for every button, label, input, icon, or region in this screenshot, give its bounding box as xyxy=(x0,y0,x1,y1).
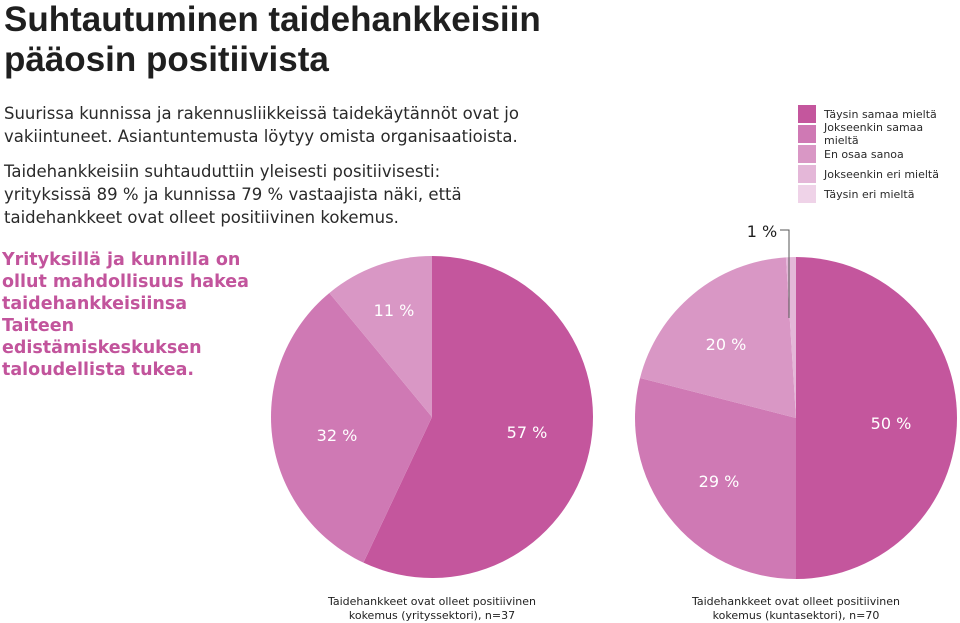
pie-slice xyxy=(270,292,432,563)
pie-slice xyxy=(640,257,796,418)
chart-caption-business: Taidehankkeet ovat olleet positiivinen k… xyxy=(312,595,552,623)
page-title: Suhtautuminen taidehankkeisiin pääosin p… xyxy=(4,0,644,80)
chart-legend: Täysin samaa mieltä Jokseenkin samaa mie… xyxy=(798,104,960,204)
slice-value-label: 1 % xyxy=(747,222,777,241)
intro-paragraph-1: Suurissa kunnissa ja rakennusliikkeissä … xyxy=(4,104,519,146)
slice-value-label: 50 % xyxy=(871,414,912,433)
slice-value-label: 20 % xyxy=(706,335,747,354)
caption-line: kokemus (kuntasektori), n=70 xyxy=(712,609,880,622)
intro-paragraph-2: Taidehankkeisiin suhtauduttiin yleisesti… xyxy=(4,162,462,227)
slice-value-label: 57 % xyxy=(507,423,548,442)
legend-item: Jokseenkin samaa mieltä xyxy=(798,121,960,147)
legend-item: Täysin eri mieltä xyxy=(798,184,960,204)
highlight-text: Yrityksillä ja kunnilla on ollut mahdoll… xyxy=(2,250,249,380)
legend-label: Täysin samaa mieltä xyxy=(824,107,937,121)
pie-slice xyxy=(329,256,432,417)
slice-value-label: 29 % xyxy=(699,472,740,491)
slice-value-label: 11 % xyxy=(374,301,415,320)
slice-label-leader xyxy=(780,229,790,318)
legend-item: Jokseenkin eri mieltä xyxy=(798,164,960,184)
caption-line: Taidehankkeet ovat olleet positiivinen xyxy=(327,595,536,608)
legend-swatch xyxy=(798,125,816,143)
legend-label: Jokseenkin samaa mieltä xyxy=(824,121,924,147)
slice-value-label: 32 % xyxy=(317,426,358,445)
legend-label: En osaa sanoa xyxy=(824,147,904,161)
legend-swatch xyxy=(798,105,816,123)
pie-chart-business: 57 % 32 % 11 % xyxy=(270,256,593,578)
chart-caption-municipal: Taidehankkeet ovat olleet positiivinen k… xyxy=(676,595,916,623)
caption-line: kokemus (yrityssektori), n=37 xyxy=(348,609,516,622)
legend-item: Täysin samaa mieltä xyxy=(798,104,960,124)
pie-slice xyxy=(796,257,957,579)
legend-swatch xyxy=(798,165,816,183)
title-line-1: Suhtautuminen taidehankkeisiin xyxy=(4,0,541,39)
pie-slice xyxy=(363,256,593,578)
legend-label: Jokseenkin eri mieltä xyxy=(824,167,939,181)
legend-swatch xyxy=(798,145,816,163)
legend-label: Täysin eri mieltä xyxy=(824,187,915,201)
legend-item: En osaa sanoa xyxy=(798,144,960,164)
caption-line: Taidehankkeet ovat olleet positiivinen xyxy=(691,595,900,608)
legend-swatch xyxy=(798,185,816,203)
title-line-2: pääosin positiivista xyxy=(4,40,329,79)
pie-chart-municipal: 50 % 29 % 20 % 1 % xyxy=(635,222,957,579)
pie-slice xyxy=(635,377,796,579)
pie-slice xyxy=(785,257,796,418)
